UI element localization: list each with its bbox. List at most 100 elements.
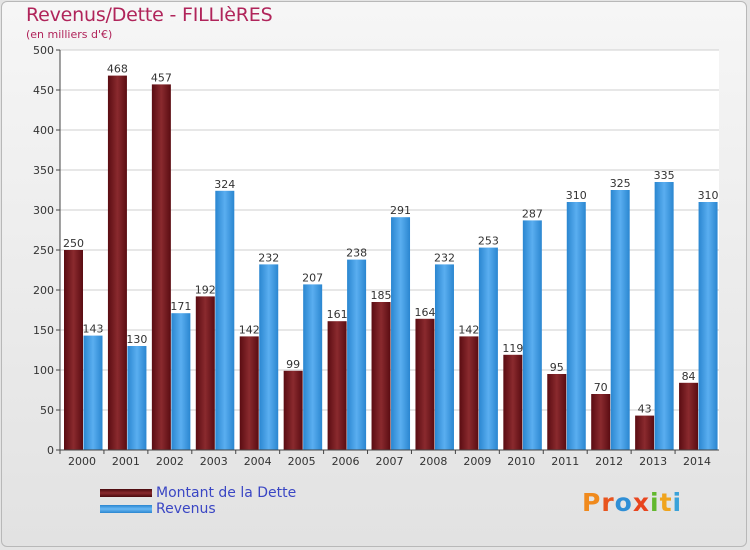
- y-tick-label: 0: [47, 444, 54, 457]
- data-label-revenus: 207: [302, 271, 323, 284]
- logo-letter: P: [582, 488, 602, 517]
- chart-title: Revenus/Dette - FILLIèRES: [26, 4, 273, 26]
- bar-revenus: [522, 220, 542, 450]
- legend-swatch-dette: [100, 489, 152, 497]
- bar-dette: [64, 250, 83, 450]
- logo-letter: x: [632, 488, 650, 517]
- bar-revenus: [391, 217, 411, 450]
- x-tick-label: 2010: [507, 455, 535, 468]
- data-label-dette: 192: [195, 283, 216, 296]
- bar-dette: [679, 382, 699, 450]
- bar-dette: [635, 415, 655, 450]
- bar-dette: [151, 84, 171, 451]
- legend-swatch-revenus: [100, 505, 152, 513]
- data-label-dette: 185: [371, 289, 392, 302]
- data-label-dette: 250: [63, 237, 84, 250]
- logo-letter: i: [650, 488, 660, 517]
- data-label-revenus: 310: [698, 189, 719, 202]
- bar-revenus: [83, 335, 103, 450]
- y-tick-label: 450: [33, 84, 54, 97]
- bar-revenus: [259, 264, 279, 450]
- bar-dette: [415, 318, 435, 450]
- bar-dette: [547, 374, 567, 450]
- logo-letter: o: [614, 488, 633, 517]
- y-tick-label: 500: [33, 44, 54, 57]
- bar-dette: [195, 296, 215, 450]
- data-label-dette: 142: [458, 323, 479, 336]
- data-label-dette: 84: [682, 370, 696, 383]
- y-tick-label: 350: [33, 164, 54, 177]
- y-tick-label: 50: [40, 404, 54, 417]
- bar-revenus: [610, 190, 630, 450]
- data-label-dette: 161: [327, 308, 348, 321]
- bar-dette: [283, 370, 303, 450]
- bar-dette: [327, 321, 347, 450]
- data-label-dette: 95: [550, 361, 564, 374]
- axes: [59, 50, 719, 451]
- data-label-dette: 142: [239, 323, 260, 336]
- bar-revenus: [434, 264, 454, 450]
- bar-revenus: [127, 346, 147, 450]
- bar-revenus: [215, 190, 235, 451]
- bar-dette: [371, 302, 391, 450]
- x-tick-label: 2004: [244, 455, 272, 468]
- data-label-revenus: 143: [83, 323, 104, 336]
- data-label-revenus: 310: [566, 189, 587, 202]
- x-tick-label: 2000: [68, 455, 96, 468]
- bar-dette: [239, 336, 259, 450]
- data-label-revenus: 232: [434, 251, 455, 264]
- bar-revenus: [303, 284, 323, 450]
- data-label-revenus: 130: [126, 333, 147, 346]
- bar-dette: [591, 394, 611, 450]
- x-tick-label: 2011: [551, 455, 579, 468]
- data-label-revenus: 335: [654, 169, 675, 182]
- y-tick-label: 250: [33, 244, 54, 257]
- bar-dette: [107, 75, 127, 450]
- x-tick-label: 2001: [112, 455, 140, 468]
- bar-dette: [503, 354, 523, 450]
- data-label-dette: 457: [151, 71, 172, 84]
- legend-label-revenus: Revenus: [156, 501, 216, 517]
- bar-revenus: [347, 259, 367, 450]
- data-label-revenus: 171: [170, 300, 191, 313]
- data-label-dette: 70: [594, 381, 608, 394]
- data-label-revenus: 253: [478, 235, 499, 248]
- data-label-dette: 43: [638, 403, 652, 416]
- bars: [64, 75, 718, 451]
- legend-label-dette: Montant de la Dette: [156, 485, 297, 501]
- data-label-revenus: 325: [610, 177, 631, 190]
- data-label-dette: 164: [414, 306, 435, 319]
- chart-subtitle: (en milliers d'€): [26, 28, 113, 41]
- logo-letter: r: [601, 488, 615, 517]
- x-tick-label: 2014: [683, 455, 711, 468]
- data-label-revenus: 232: [258, 251, 279, 264]
- x-tick-label: 2002: [156, 455, 184, 468]
- bar-revenus: [566, 202, 586, 450]
- x-tick-label: 2005: [288, 455, 316, 468]
- y-tick-label: 150: [33, 324, 54, 337]
- bar-dette: [459, 336, 479, 450]
- bar-revenus: [654, 182, 674, 450]
- x-tick-label: 2003: [200, 455, 228, 468]
- x-tick-label: 2009: [463, 455, 491, 468]
- labels: 0 50 100 150 200 250 300 350 400 450 500 2000 250 143…: [33, 44, 719, 468]
- x-tick-label: 2007: [376, 455, 404, 468]
- y-tick-label: 300: [33, 204, 54, 217]
- x-tick-label: 2012: [595, 455, 623, 468]
- bar-revenus: [478, 247, 498, 450]
- y-tick-label: 200: [33, 284, 54, 297]
- data-label-revenus: 238: [346, 247, 367, 260]
- x-tick-label: 2013: [639, 455, 667, 468]
- x-tick-label: 2008: [419, 455, 447, 468]
- data-label-revenus: 291: [390, 204, 411, 217]
- x-tick-label: 2006: [332, 455, 360, 468]
- data-label-dette: 119: [502, 342, 523, 355]
- proxiti-logo: Proxiti: [582, 488, 682, 517]
- bar-revenus: [698, 202, 718, 450]
- logo-letter: i: [672, 488, 683, 517]
- y-tick-label: 100: [33, 364, 54, 377]
- y-tick-label: 400: [33, 124, 54, 137]
- bar-revenus: [171, 313, 191, 450]
- data-label-dette: 99: [286, 358, 300, 371]
